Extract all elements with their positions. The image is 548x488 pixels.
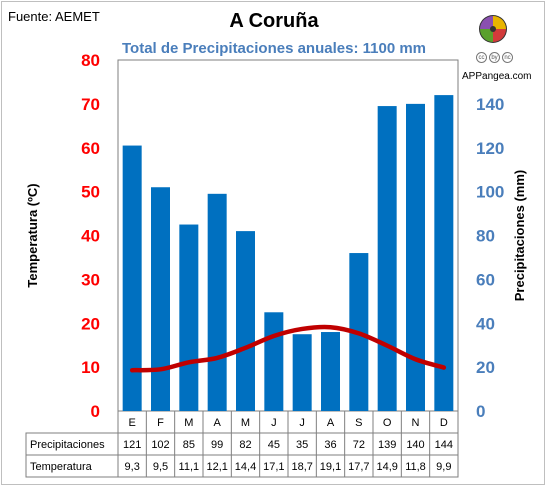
brand-label: APPangea.com [462,71,532,82]
data-table-cell: 11,8 [405,461,426,473]
left-axis-tick-label: 40 [81,227,100,246]
temperature-line [129,324,447,373]
right-axis-tick-label: 20 [476,358,495,377]
right-axis-tick-label: 120 [476,139,504,158]
category-label: A [213,417,221,429]
data-table-cell: 85 [183,439,195,451]
category-label: D [440,417,448,429]
left-axis-tick-label: 70 [81,95,100,114]
data-table-cell: 139 [378,439,396,451]
data-table-cell: 14,9 [376,461,397,473]
data-table-cell: 17,7 [348,461,369,473]
cc-icon: cc [476,52,487,63]
right-axis-tick-label: 0 [476,402,485,421]
data-table-cell: 9,5 [153,461,168,473]
data-table-cell: 12,1 [206,461,227,473]
category-label: M [241,417,250,429]
left-axis-tick-label: 80 [81,51,100,70]
category-label: E [128,417,135,429]
left-axis-tick-label: 50 [81,183,100,202]
data-table-cell: 99 [211,439,223,451]
left-axis-tick-label: 60 [81,139,100,158]
cc-by-icon: by [489,52,500,63]
left-axis-tick-label: 30 [81,270,100,289]
data-table-cell: 144 [435,439,453,451]
source-label: Fuente: AEMET [8,9,100,24]
chart-subtitle: Total de Precipitaciones anuales: 1100 m… [121,40,426,57]
data-table-cell: 102 [151,439,169,451]
data-table-cell: 140 [406,439,424,451]
category-label: S [355,417,362,429]
precip-bar [207,193,227,411]
cc-nc-icon: nc [502,52,513,63]
precip-bar [292,334,312,411]
precip-bar [264,312,284,411]
category-label: A [327,417,335,429]
category-label: J [299,417,305,429]
data-table-cell: 82 [239,439,251,451]
right-axis-tick-label: 60 [476,270,495,289]
data-table-cell: 72 [353,439,365,451]
precip-bar [179,224,199,411]
precip-bar [122,145,142,411]
left-axis-tick-label: 0 [91,402,100,421]
data-table-cell: 11,1 [179,461,200,473]
left-axis-title: Temperatura (ºC) [25,183,40,287]
category-label: J [271,417,277,429]
chart-title: A Coruña [229,10,319,32]
data-table-row-label: Temperatura [30,461,93,473]
puzzle-globe-icon [479,15,507,43]
right-axis-title: Precipitaciones (mm) [512,170,527,302]
precip-bar [151,187,170,411]
data-table-cell: 45 [268,439,280,451]
category-label: O [383,417,392,429]
category-label: F [157,417,164,429]
left-axis-tick-label: 10 [81,358,100,377]
right-axis-tick-label: 140 [476,95,504,114]
data-table-cell: 9,9 [436,461,451,473]
data-table-cell: 35 [296,439,308,451]
precip-bar [321,332,340,411]
data-table-cell: 17,1 [263,461,284,473]
right-axis-tick-label: 100 [476,183,504,202]
category-label: N [412,417,420,429]
right-axis-tick-label: 40 [476,314,495,333]
data-table-row-label: Precipitaciones [30,439,105,451]
precip-bar [236,231,255,411]
right-axis-tick-label: 80 [476,227,495,246]
left-axis-tick-label: 20 [81,314,100,333]
data-table-cell: 14,4 [235,461,256,473]
data-table-cell: 36 [324,439,336,451]
precip-bar [406,103,425,411]
data-table-cell: 18,7 [291,461,312,473]
precip-bar [434,95,454,411]
category-label: M [184,417,193,429]
precip-bar [377,106,397,411]
data-table-cell: 9,3 [125,461,140,473]
data-table-cell: 19,1 [320,461,341,473]
data-table-cell: 121 [123,439,141,451]
